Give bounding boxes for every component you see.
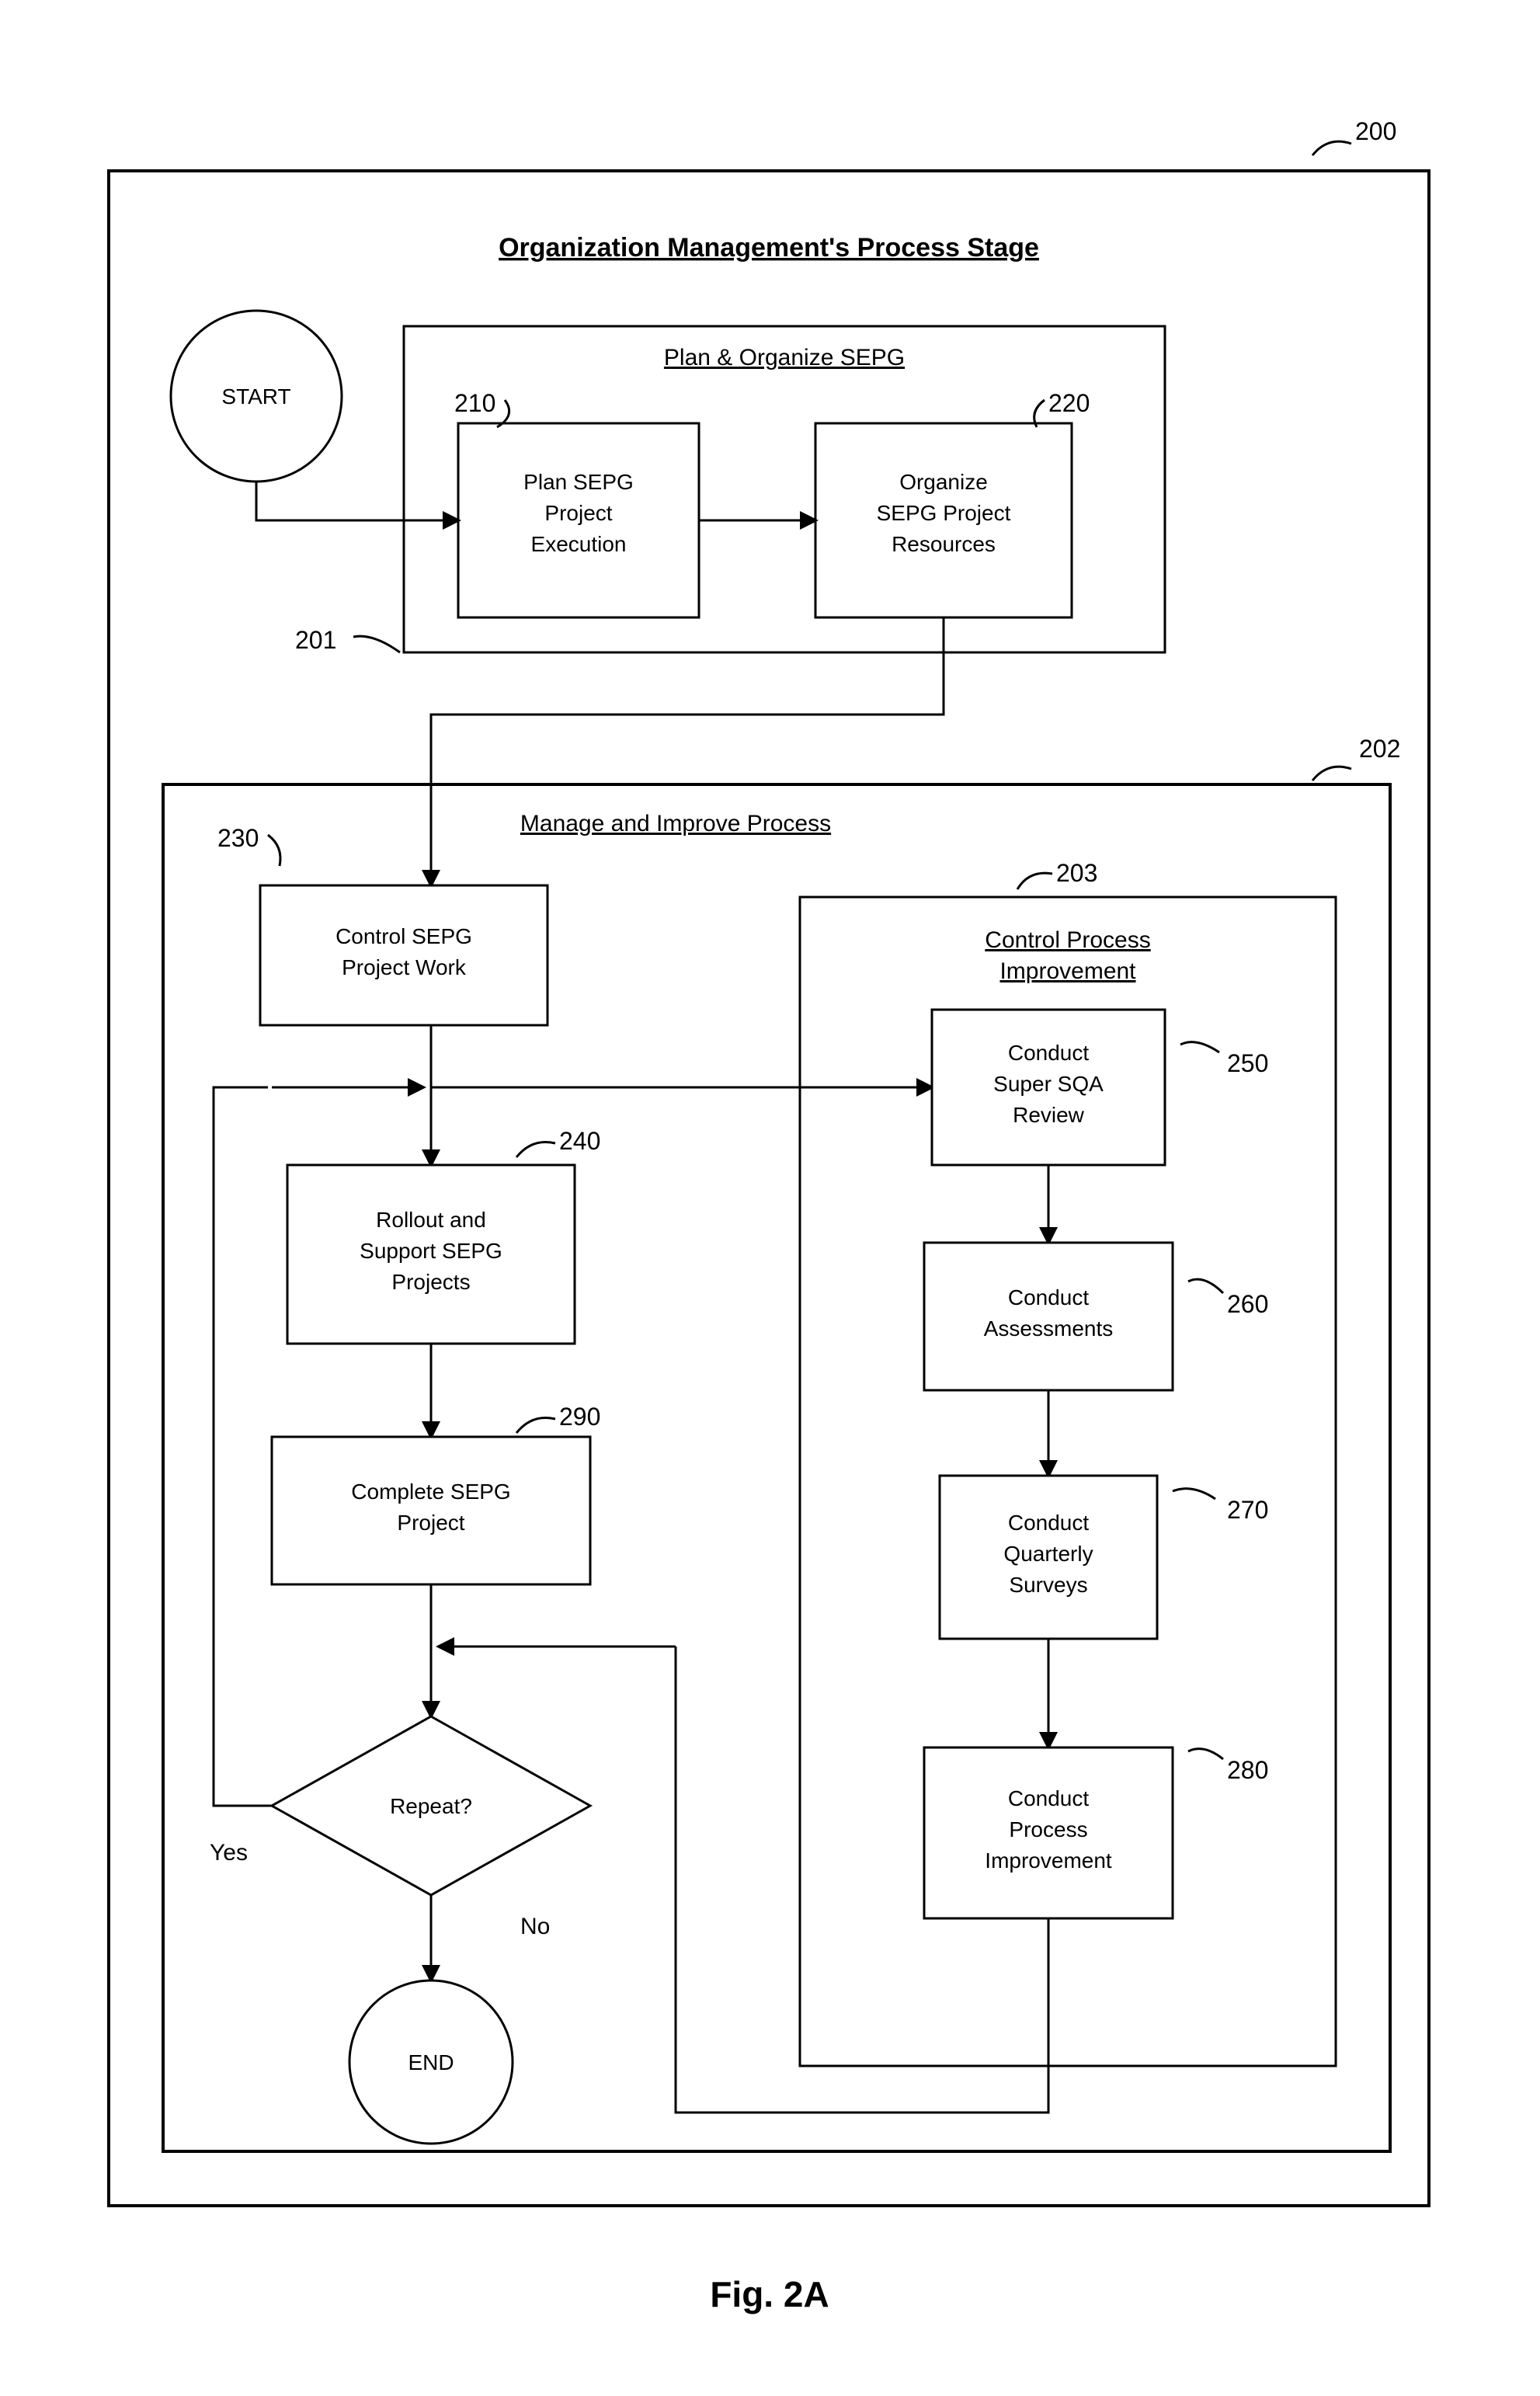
node-270-l1: Conduct (1008, 1511, 1090, 1535)
ref-201-tail (353, 636, 400, 652)
yes-label: Yes (210, 1840, 248, 1866)
node-260-l1: Conduct (1008, 1285, 1090, 1309)
ref-240: 240 (559, 1127, 600, 1155)
ref-270: 270 (1227, 1496, 1268, 1524)
node-250-l3: Review (1013, 1103, 1085, 1127)
ref-202: 202 (1359, 735, 1400, 763)
node-250-l2: Super SQA (993, 1072, 1104, 1096)
plan-organize-title: Plan & Organize SEPG (664, 345, 905, 370)
ref-200-tail (1312, 141, 1351, 155)
node-210-l3: Execution (531, 532, 627, 556)
ref-203-tail (1017, 873, 1052, 889)
ref-290: 290 (559, 1403, 600, 1431)
node-280-l3: Improvement (985, 1848, 1112, 1873)
node-230-l1: Control SEPG (335, 924, 472, 948)
ref-201: 201 (295, 626, 336, 654)
figure-label: Fig. 2A (710, 2274, 829, 2314)
node-220-l1: Organize (899, 470, 988, 494)
node-230-l2: Project Work (342, 955, 467, 979)
ref-210: 210 (454, 389, 495, 417)
edge-220-230 (431, 617, 944, 885)
ref-280: 280 (1227, 1756, 1268, 1784)
main-title: Organization Management's Process Stage (499, 233, 1039, 263)
node-260-l2: Assessments (984, 1316, 1114, 1341)
ref-260: 260 (1227, 1290, 1268, 1318)
manage-improve-title: Manage and Improve Process (520, 811, 831, 836)
ref-290-tail (516, 1417, 555, 1433)
edge-decision-yes (214, 1087, 272, 1806)
start-label: START (221, 384, 290, 409)
ref-200: 200 (1355, 117, 1396, 145)
decision-label: Repeat? (390, 1794, 472, 1818)
node-210-l1: Plan SEPG (523, 470, 634, 494)
node-270-l3: Surveys (1009, 1573, 1087, 1597)
node-280-l2: Process (1009, 1817, 1087, 1841)
ref-230-tail (268, 835, 280, 866)
node-280-l1: Conduct (1008, 1786, 1090, 1810)
ref-230: 230 (217, 824, 259, 852)
node-240-l3: Projects (391, 1270, 470, 1294)
no-label: No (520, 1914, 550, 1939)
node-240-l2: Support SEPG (360, 1239, 502, 1263)
ref-250: 250 (1227, 1049, 1268, 1077)
ref-202-tail (1312, 767, 1351, 781)
flowchart-svg: 200 Organization Management's Process St… (0, 0, 1540, 2396)
ref-203: 203 (1056, 859, 1097, 887)
ref-240-tail (516, 1142, 555, 1157)
end-label: END (408, 2050, 454, 2074)
node-240-l1: Rollout and (376, 1208, 486, 1232)
node-250-l1: Conduct (1008, 1041, 1090, 1065)
node-220-l3: Resources (892, 532, 996, 556)
node-270-l2: Quarterly (1003, 1542, 1093, 1566)
node-210-l2: Project (544, 501, 612, 525)
node-290-l1: Complete SEPG (351, 1480, 510, 1504)
control-process-title1: Control Process (985, 927, 1150, 953)
node-220-l2: SEPG Project (877, 501, 1011, 525)
control-process-title2: Improvement (999, 958, 1136, 984)
node-290-l2: Project (397, 1511, 464, 1535)
ref-220: 220 (1048, 389, 1090, 417)
